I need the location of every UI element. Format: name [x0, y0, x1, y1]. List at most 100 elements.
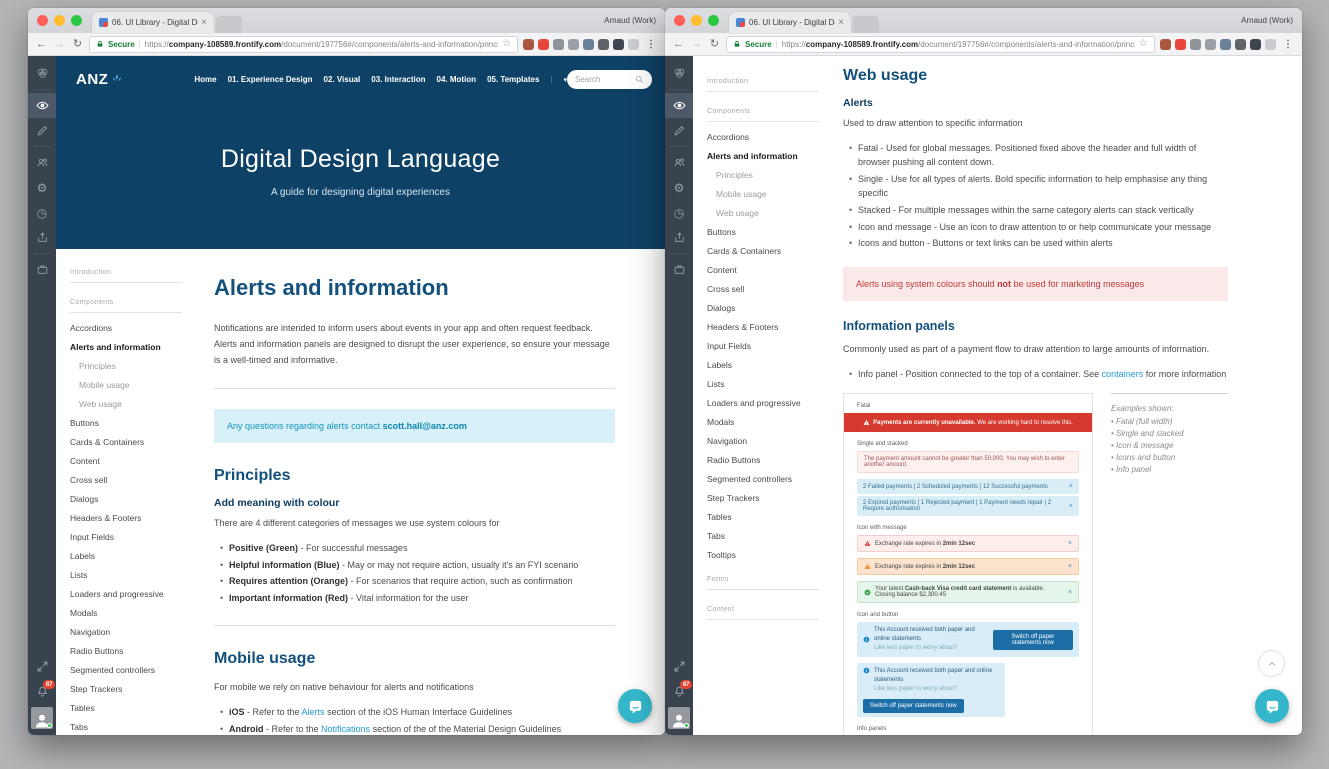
sidebar-item[interactable]: Tables	[70, 703, 95, 713]
sidebar-item[interactable]: Loaders and progressive	[70, 589, 164, 599]
forward-button[interactable]: →	[691, 37, 702, 50]
chrome-menu-icon[interactable]: ⋮	[646, 38, 656, 50]
extension-icon[interactable]	[568, 38, 579, 50]
chrome-profile-name[interactable]: Arnaud (Work)	[604, 16, 656, 25]
extension-icon[interactable]	[1175, 38, 1186, 50]
sidebar-item[interactable]: Content	[707, 265, 737, 275]
sidebar-item[interactable]: Input Fields	[707, 341, 751, 351]
extension-icon[interactable]	[1220, 38, 1231, 50]
sidebar-item[interactable]: Modals	[70, 608, 98, 618]
extension-icon[interactable]	[613, 38, 624, 50]
sidebar-item[interactable]: Labels	[707, 360, 733, 370]
extension-icon[interactable]	[1160, 38, 1171, 50]
sidebar-item[interactable]: Principles	[79, 361, 116, 371]
extension-icon[interactable]	[538, 38, 549, 50]
minimize-window-button[interactable]	[54, 15, 65, 26]
sidebar-item[interactable]: Tabs	[70, 722, 88, 732]
sidebar-item[interactable]: Tables	[707, 512, 732, 522]
new-tab-button[interactable]	[853, 16, 879, 33]
anz-logo[interactable]: ANZ	[76, 71, 124, 88]
notifications-bell-icon[interactable]: 87	[28, 679, 56, 704]
sidebar-item[interactable]: Cross sell	[707, 284, 745, 294]
sidebar-item[interactable]: Headers & Footers	[707, 322, 779, 332]
sidebar-heading-components[interactable]: Components	[70, 299, 182, 313]
settings-gear-icon[interactable]: ⚙	[36, 180, 48, 195]
sidebar-item[interactable]: Step Trackers	[707, 493, 760, 503]
reload-button[interactable]: ↻	[709, 37, 720, 50]
sidebar-item[interactable]: Mobile usage	[716, 189, 767, 199]
extension-icon[interactable]	[1265, 38, 1276, 50]
extension-icon[interactable]	[583, 38, 594, 50]
sidebar-item[interactable]: Cross sell	[70, 475, 108, 485]
expand-icon[interactable]	[665, 654, 693, 679]
sidebar-item[interactable]: Cards & Containers	[707, 246, 782, 256]
bookmark-star-icon[interactable]: ☆	[502, 38, 511, 49]
sidebar-item[interactable]: Dialogs	[707, 303, 736, 313]
sidebar-heading-forms[interactable]: Forms	[707, 576, 819, 590]
avatar[interactable]	[31, 707, 53, 729]
sidebar-item[interactable]: Navigation	[70, 627, 111, 637]
collaborators-icon[interactable]	[665, 150, 693, 175]
view-eye-icon[interactable]	[28, 93, 56, 118]
sidebar-item[interactable]: Headers & Footers	[70, 513, 142, 523]
chat-bubble-button[interactable]	[1255, 689, 1289, 723]
browser-tab[interactable]: 06. UI Library - Digital Design ×	[729, 12, 851, 33]
edit-pencil-icon[interactable]	[665, 118, 693, 143]
chrome-menu-icon[interactable]: ⋮	[1283, 38, 1293, 50]
extension-icon[interactable]	[553, 38, 564, 50]
sidebar-item[interactable]: Alerts and information	[70, 342, 161, 352]
sidebar-item[interactable]: Segmented controllers	[707, 474, 793, 484]
extension-icon[interactable]	[598, 38, 609, 50]
sidebar-item[interactable]: Labels	[70, 551, 96, 561]
sidebar-item[interactable]: Loaders and progressive	[707, 398, 801, 408]
sidebar-item[interactable]: Accordions	[707, 132, 750, 142]
sidebar-item[interactable]: Lists	[707, 379, 725, 389]
close-window-button[interactable]	[37, 15, 48, 26]
sidebar-item[interactable]: Accordions	[70, 323, 113, 333]
view-eye-icon[interactable]	[665, 93, 693, 118]
share-icon[interactable]	[28, 225, 56, 250]
doc-link[interactable]: containers	[1101, 368, 1144, 379]
history-clock-icon[interactable]: ◷	[673, 205, 685, 220]
nav-link[interactable]: Home	[194, 75, 217, 84]
share-icon[interactable]	[665, 225, 693, 250]
sidebar-item[interactable]: Alerts and information	[707, 151, 798, 161]
nav-link[interactable]: 03. Interaction	[371, 75, 426, 84]
collaborators-icon[interactable]	[28, 150, 56, 175]
extension-icon[interactable]	[523, 38, 534, 50]
extension-icon[interactable]	[1205, 38, 1216, 50]
sidebar-item[interactable]: Buttons	[70, 418, 99, 428]
doc-link[interactable]: Notifications	[321, 723, 371, 734]
extension-icon[interactable]	[1235, 38, 1246, 50]
zoom-window-button[interactable]	[708, 15, 719, 26]
bookmark-star-icon[interactable]: ☆	[1139, 38, 1148, 49]
sidebar-item[interactable]: Web usage	[79, 399, 122, 409]
sidebar-heading-introduction[interactable]: Introduction	[70, 269, 182, 283]
sidebar-item[interactable]: Modals	[707, 417, 735, 427]
contact-email-link[interactable]: scott.hall@anz.com	[382, 421, 467, 432]
search-input[interactable]	[575, 75, 635, 84]
sidebar-heading-components[interactable]: Components	[707, 108, 819, 122]
nav-link[interactable]: 04. Motion	[436, 75, 477, 84]
expand-icon[interactable]	[28, 654, 56, 679]
sidebar-item[interactable]: Mobile usage	[79, 380, 130, 390]
avatar[interactable]	[668, 707, 690, 729]
sidebar-item[interactable]: Segmented controllers	[70, 665, 156, 675]
notifications-bell-icon[interactable]: 87	[665, 679, 693, 704]
url-bar[interactable]: Secure | https://company-108589.frontify…	[726, 35, 1155, 53]
edit-pencil-icon[interactable]	[28, 118, 56, 143]
sidebar-item[interactable]: Radio Buttons	[70, 646, 124, 656]
browser-tab[interactable]: 06. UI Library - Digital Design ×	[92, 12, 214, 33]
sidebar-item[interactable]: Lists	[70, 570, 88, 580]
nav-link[interactable]: 02. Visual	[323, 75, 361, 84]
zoom-window-button[interactable]	[71, 15, 82, 26]
sidebar-item[interactable]: Principles	[716, 170, 753, 180]
sidebar-item[interactable]: Cards & Containers	[70, 437, 145, 447]
chrome-profile-name[interactable]: Arnaud (Work)	[1241, 16, 1293, 25]
back-button[interactable]: ←	[36, 37, 47, 50]
sidebar-heading-content[interactable]: Content	[707, 606, 819, 620]
scroll-to-top-button[interactable]	[1258, 650, 1285, 677]
forward-button[interactable]: →	[54, 37, 65, 50]
url-bar[interactable]: Secure | https://company-108589.frontify…	[89, 35, 518, 53]
chevron-down-icon[interactable]: ▾	[563, 76, 567, 84]
